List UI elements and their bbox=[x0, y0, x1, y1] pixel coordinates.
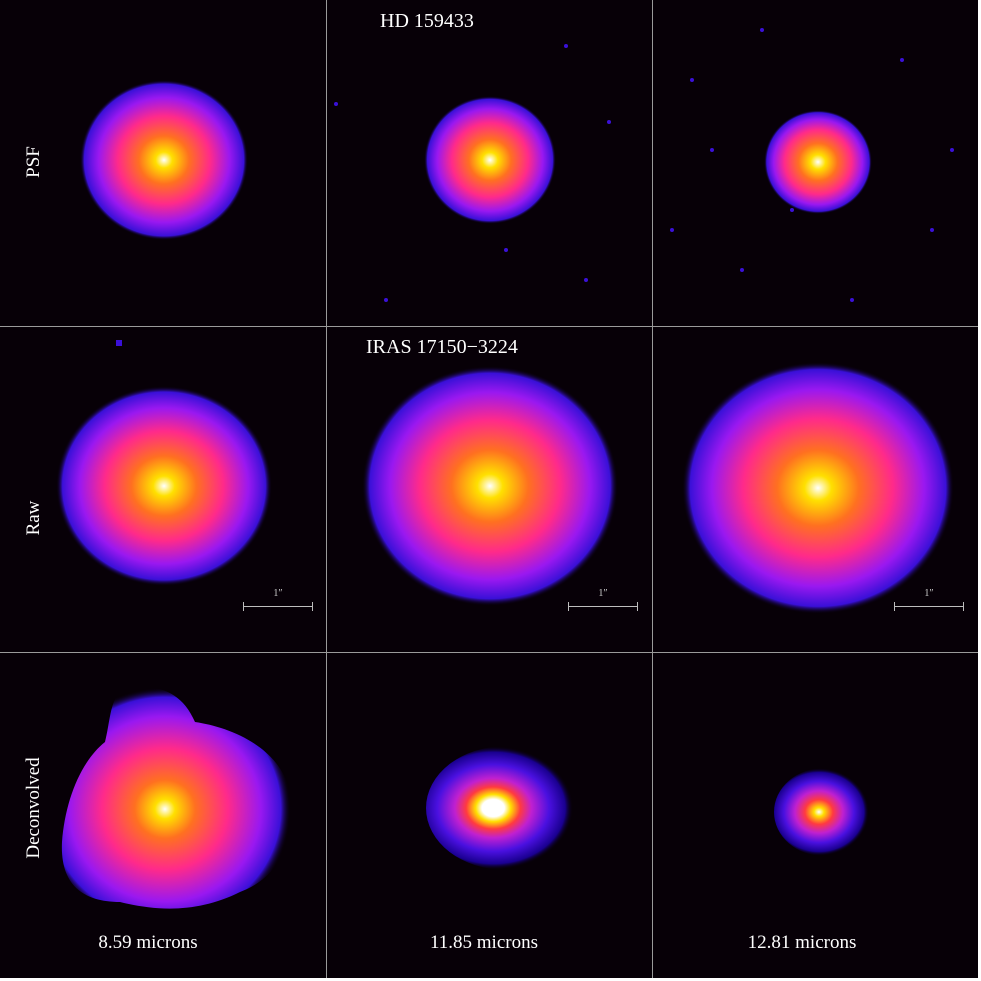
raw-blob bbox=[56, 386, 272, 586]
row-label-psf: PSF bbox=[23, 146, 44, 178]
noise-dot bbox=[690, 78, 694, 82]
noise-dot bbox=[504, 248, 508, 252]
deconvolved-blob bbox=[426, 746, 586, 870]
scalebar bbox=[243, 602, 313, 611]
row-label-raw: Raw bbox=[23, 500, 44, 536]
grid-divider bbox=[0, 326, 978, 327]
noise-dot bbox=[607, 120, 611, 124]
psf-blob bbox=[424, 96, 556, 224]
deconvolved-blob bbox=[61, 687, 291, 909]
noise-dot bbox=[790, 208, 794, 212]
deconvolved-blob bbox=[774, 768, 874, 856]
noise-dot bbox=[740, 268, 744, 272]
noise-dot bbox=[950, 148, 954, 152]
noise-dot bbox=[670, 228, 674, 232]
wavelength-label: 8.59 microns bbox=[98, 932, 198, 953]
scalebar bbox=[894, 602, 964, 611]
wavelength-label: 11.85 microns bbox=[429, 932, 538, 953]
panel-deconvolved-11-85 bbox=[326, 652, 652, 978]
noise-dot bbox=[584, 278, 588, 282]
noise-dot bbox=[116, 340, 122, 346]
scalebar bbox=[568, 602, 638, 611]
row-title-raw: IRAS 17150−3224 bbox=[366, 336, 518, 358]
noise-dot bbox=[900, 58, 904, 62]
panel-raw-11-85: 1″ bbox=[326, 326, 652, 652]
grid-divider bbox=[0, 652, 978, 653]
raw-blob bbox=[362, 366, 618, 606]
noise-dot bbox=[564, 44, 568, 48]
wavelength-label: 12.81 microns bbox=[747, 932, 857, 953]
panel-raw-8-59: 1″ bbox=[0, 326, 326, 652]
scalebar-label: 1″ bbox=[924, 588, 934, 599]
noise-dot bbox=[710, 148, 714, 152]
noise-dot bbox=[850, 298, 854, 302]
noise-dot bbox=[334, 102, 338, 106]
panel-deconvolved-12-81 bbox=[652, 652, 978, 978]
panel-psf-11-85 bbox=[326, 0, 652, 326]
noise-dot bbox=[760, 28, 764, 32]
raw-blob bbox=[682, 362, 954, 614]
panel-psf-8-59 bbox=[0, 0, 326, 326]
noise-dot bbox=[384, 298, 388, 302]
panel-psf-12-81 bbox=[652, 0, 978, 326]
panel-raw-12-81: 1″ bbox=[652, 326, 978, 652]
psf-blob bbox=[764, 110, 872, 214]
psf-blob bbox=[80, 80, 248, 240]
panel-deconvolved-8-59 bbox=[0, 652, 326, 978]
grid-divider bbox=[326, 0, 327, 978]
row-label-deconvolved: Deconvolved bbox=[23, 757, 44, 859]
row-title-psf: HD 159433 bbox=[380, 10, 474, 32]
noise-dot bbox=[930, 228, 934, 232]
grid-divider bbox=[652, 0, 653, 978]
scalebar-label: 1″ bbox=[273, 588, 283, 599]
scalebar-label: 1″ bbox=[598, 588, 608, 599]
